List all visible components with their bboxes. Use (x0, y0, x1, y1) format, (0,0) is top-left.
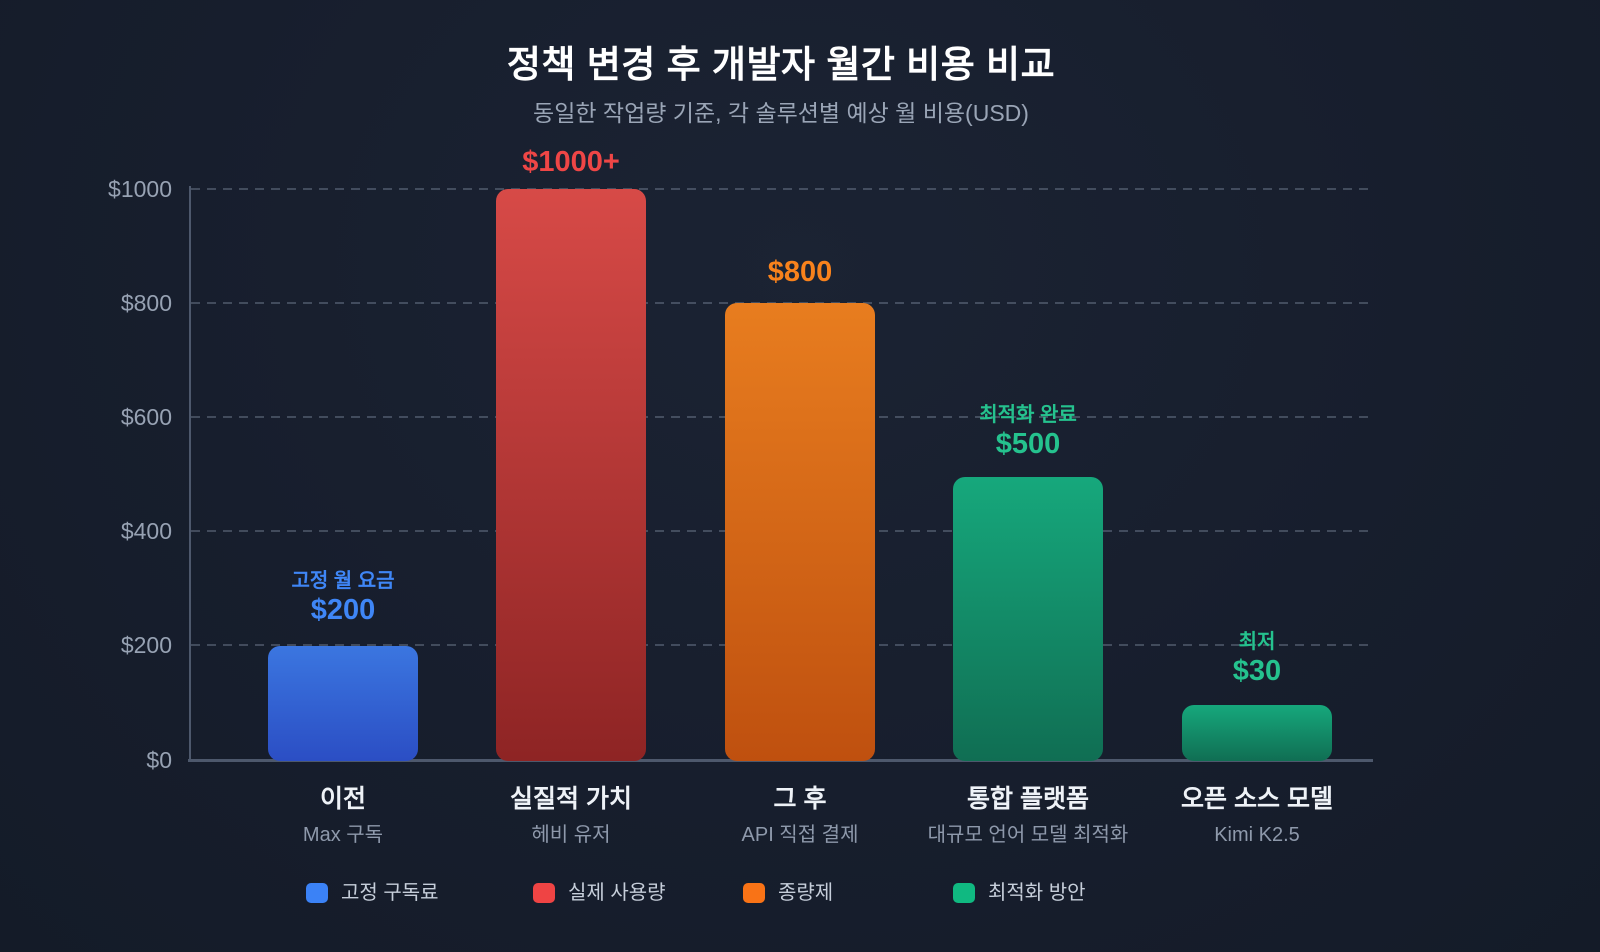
legend-item-fixed-subscription: 고정 구독료 (306, 882, 439, 904)
legend-label: 종량제 (778, 882, 834, 904)
bar-open-source-model (1182, 705, 1332, 761)
bar-previous-max-subscription (268, 646, 418, 761)
category-label-4: 통합 플랫폼 대규모 언어 모델 최적화 (888, 784, 1168, 848)
annotation-caption: 고정 월 요금 (291, 570, 395, 592)
category-sub: 대규모 언어 모델 최적화 (927, 824, 1129, 846)
annotation-value: $1000+ (522, 146, 620, 178)
category-main: 오픈 소스 모델 (1181, 785, 1333, 813)
y-tick-800: $800 (120, 290, 172, 316)
legend-swatch-orange (743, 883, 765, 903)
annotation-value: $30 (1232, 655, 1282, 687)
category-main: 통합 플랫폼 (967, 785, 1089, 813)
legend-label: 최적화 방안 (988, 882, 1086, 904)
bar-real-value-heavy-user (496, 189, 646, 761)
y-tick-1000: $1000 (108, 176, 172, 202)
category-sub: 헤비 유저 (531, 824, 611, 846)
category-label-3: 그 후 API 직접 결제 (660, 784, 940, 848)
y-tick-0: $0 (146, 747, 172, 773)
legend-swatch-green (953, 883, 975, 903)
legend-item-actual-usage: 실제 사용량 (533, 882, 666, 904)
annotation-caption: 최저 (1238, 631, 1276, 653)
category-main: 그 후 (773, 785, 827, 813)
annotation-value: $800 (767, 256, 833, 288)
bar-after-api-billing (725, 303, 875, 761)
annotation-bar-2: $1000+ (441, 146, 701, 178)
annotation-caption: 최적화 완료 (979, 404, 1077, 426)
annotation-bar-1: 고정 월 요금 $200 (213, 568, 473, 626)
annotation-value: $200 (310, 594, 376, 626)
legend-swatch-blue (306, 883, 328, 903)
category-label-1: 이전 Max 구독 (203, 784, 483, 848)
category-label-5: 오픈 소스 모델 Kimi K2.5 (1117, 784, 1397, 848)
legend-label: 실제 사용량 (568, 882, 666, 904)
category-sub: Kimi K2.5 (1214, 824, 1300, 846)
annotation-bar-4: 최적화 완료 $500 (898, 402, 1158, 460)
category-sub: Max 구독 (302, 824, 384, 846)
annotation-value: $500 (995, 428, 1061, 460)
annotation-bar-5: 최저 $30 (1127, 629, 1387, 687)
annotation-bar-3: $800 (670, 256, 930, 288)
legend-item-pay-per-use: 종량제 (743, 882, 833, 904)
category-label-2: 실질적 가치 헤비 유저 (431, 784, 711, 848)
legend-item-optimization: 최적화 방안 (953, 882, 1086, 904)
category-main: 실질적 가치 (510, 785, 632, 813)
bar-integrated-platform (953, 477, 1103, 761)
chart-title: 정책 변경 후 개발자 월간 비용 비교 (506, 44, 1056, 85)
y-axis-line (189, 186, 191, 762)
category-sub: API 직접 결제 (741, 824, 859, 846)
y-tick-200: $200 (120, 632, 172, 658)
gridline-1000 (191, 188, 1371, 190)
y-tick-400: $400 (120, 518, 172, 544)
chart-subtitle: 동일한 작업량 기준, 각 솔루션별 예상 월 비용(USD) (533, 100, 1029, 126)
legend-swatch-red (533, 883, 555, 903)
category-main: 이전 (319, 785, 366, 813)
y-tick-600: $600 (120, 404, 172, 430)
legend-label: 고정 구독료 (341, 882, 439, 904)
